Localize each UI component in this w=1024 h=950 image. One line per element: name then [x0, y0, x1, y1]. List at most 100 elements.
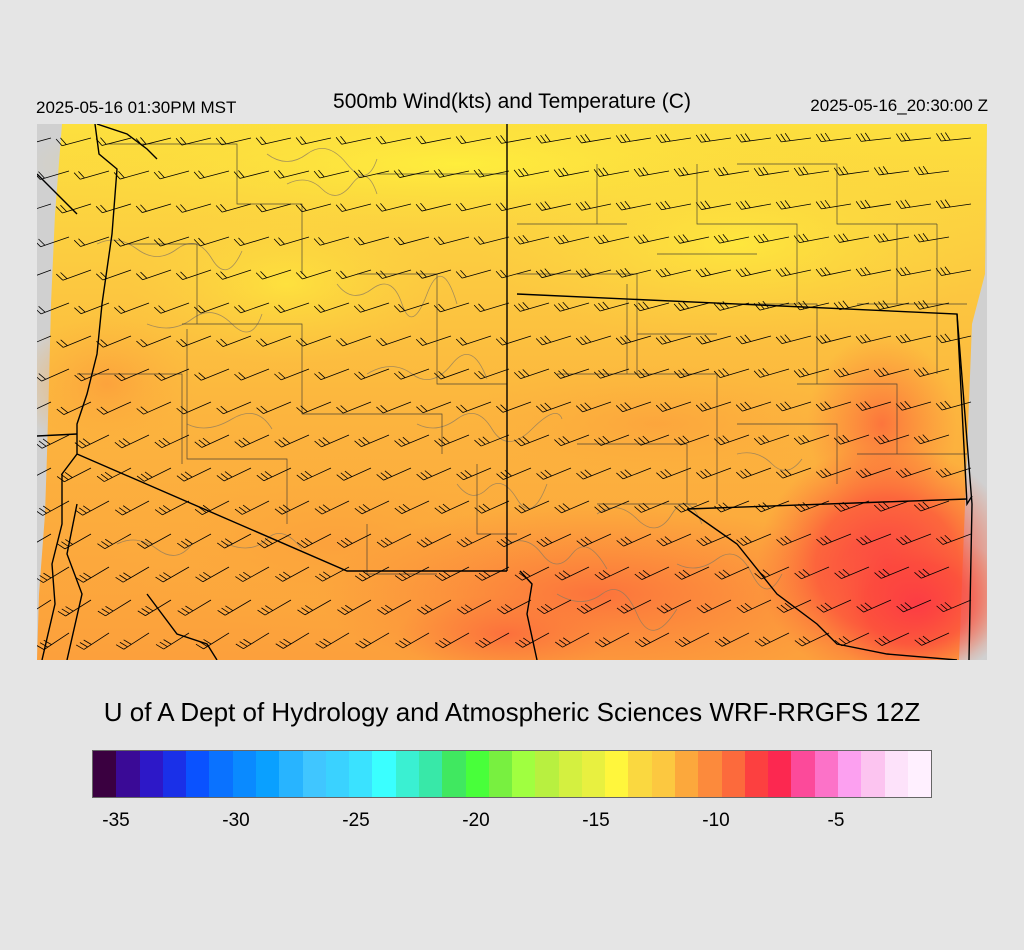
valid-time-utc: 2025-05-16_20:30:00 Z	[810, 96, 988, 115]
wind-barb	[274, 434, 310, 448]
wind-barb	[834, 632, 870, 647]
wind-barb	[575, 201, 612, 211]
colorbar-swatch	[395, 751, 419, 797]
wind-barb	[515, 632, 550, 648]
wind-barb	[855, 401, 892, 411]
wind-barb	[833, 300, 870, 311]
wind-barb	[335, 203, 372, 212]
wind-barb	[37, 632, 70, 650]
colorbar-swatch	[605, 751, 629, 797]
wind-barb	[696, 467, 732, 479]
wind-barb	[833, 233, 870, 243]
colorbar-swatch	[302, 751, 326, 797]
wind-barb	[496, 599, 532, 615]
wind-barb	[936, 533, 972, 545]
wind-barb	[136, 401, 172, 415]
wind-barb	[233, 302, 270, 314]
wind-barb	[474, 566, 510, 581]
colorbar-swatch	[628, 751, 652, 797]
wind-barb	[256, 335, 292, 347]
wind-barb	[193, 170, 230, 180]
wind-barb	[475, 632, 510, 648]
wind-barb	[714, 500, 750, 513]
wind-barb	[415, 269, 452, 279]
border-nm-tx	[516, 293, 973, 507]
wind-barb	[255, 269, 292, 280]
wind-barb	[593, 368, 630, 379]
wind-barb	[37, 236, 70, 248]
wind-barb	[297, 599, 332, 616]
wind-barb	[594, 500, 630, 514]
wind-barb	[714, 566, 750, 580]
colorbar-swatch	[768, 751, 792, 797]
wind-barb	[296, 467, 332, 481]
wind-barb	[435, 632, 470, 649]
wind-barb	[73, 170, 110, 180]
wind-barb	[594, 566, 630, 581]
wind-barb	[353, 302, 390, 313]
wind-barb	[753, 300, 790, 311]
wind-barb	[593, 167, 630, 177]
wind-barb	[496, 401, 532, 413]
wind-barb	[615, 133, 652, 144]
wind-barb	[313, 236, 350, 246]
wind-barb	[616, 467, 652, 480]
wind-barb	[473, 168, 510, 178]
wind-barb	[256, 467, 292, 482]
wind-barb	[375, 203, 412, 212]
wind-barb	[913, 367, 950, 377]
wind-barb	[233, 170, 270, 179]
wind-barb	[255, 136, 292, 146]
wind-barb	[935, 400, 972, 411]
wind-barb	[674, 566, 710, 580]
wind-barb	[95, 269, 132, 281]
wind-barb	[474, 434, 510, 447]
wind-barb	[554, 500, 590, 514]
wind-barb	[434, 500, 470, 514]
wind-barb	[455, 202, 492, 212]
wind-barb	[114, 500, 150, 516]
wind-barb	[336, 401, 372, 414]
wind-barb	[816, 533, 852, 546]
wind-barb	[273, 236, 310, 246]
wind-barb	[376, 467, 412, 481]
colorbar-swatch	[675, 751, 699, 797]
wind-barb	[895, 266, 932, 277]
wind-barb	[673, 234, 710, 244]
wind-barb	[535, 268, 572, 279]
wind-barb	[434, 434, 470, 447]
wind-barb	[513, 302, 550, 312]
wind-barb	[37, 170, 70, 180]
wind-barb	[535, 201, 572, 211]
wind-barb	[55, 137, 92, 147]
wind-barb	[873, 300, 910, 310]
wind-barb	[513, 167, 550, 178]
colorbar-swatch	[535, 751, 559, 797]
wind-barb	[536, 599, 572, 615]
colorbar-swatch	[465, 751, 489, 797]
border-nv-ut-line	[37, 433, 78, 437]
wind-barb	[473, 236, 510, 245]
wind-barb	[315, 566, 350, 582]
colorbar-swatch	[349, 751, 373, 797]
wind-barb	[295, 203, 332, 213]
wind-barb	[73, 236, 110, 247]
wind-barb	[873, 434, 910, 445]
colorbar-ticks: -35 -30 -25 -20 -15 -10 -5	[92, 810, 932, 840]
wind-barb	[633, 234, 670, 244]
colorbar-swatch	[838, 751, 862, 797]
wind-barb	[417, 599, 452, 615]
wind-barb	[713, 166, 750, 177]
wind-barb	[37, 500, 70, 516]
wind-barb	[154, 368, 190, 381]
wind-barb	[696, 599, 732, 614]
wind-barb	[296, 401, 332, 414]
wind-barb	[753, 368, 790, 378]
border-northern-river	[96, 124, 158, 160]
wind-barb	[553, 301, 590, 312]
wind-barb	[75, 500, 110, 516]
wind-barb	[815, 199, 852, 210]
wind-barb	[655, 133, 692, 143]
wind-barb	[695, 401, 732, 412]
wind-barb	[135, 269, 172, 281]
